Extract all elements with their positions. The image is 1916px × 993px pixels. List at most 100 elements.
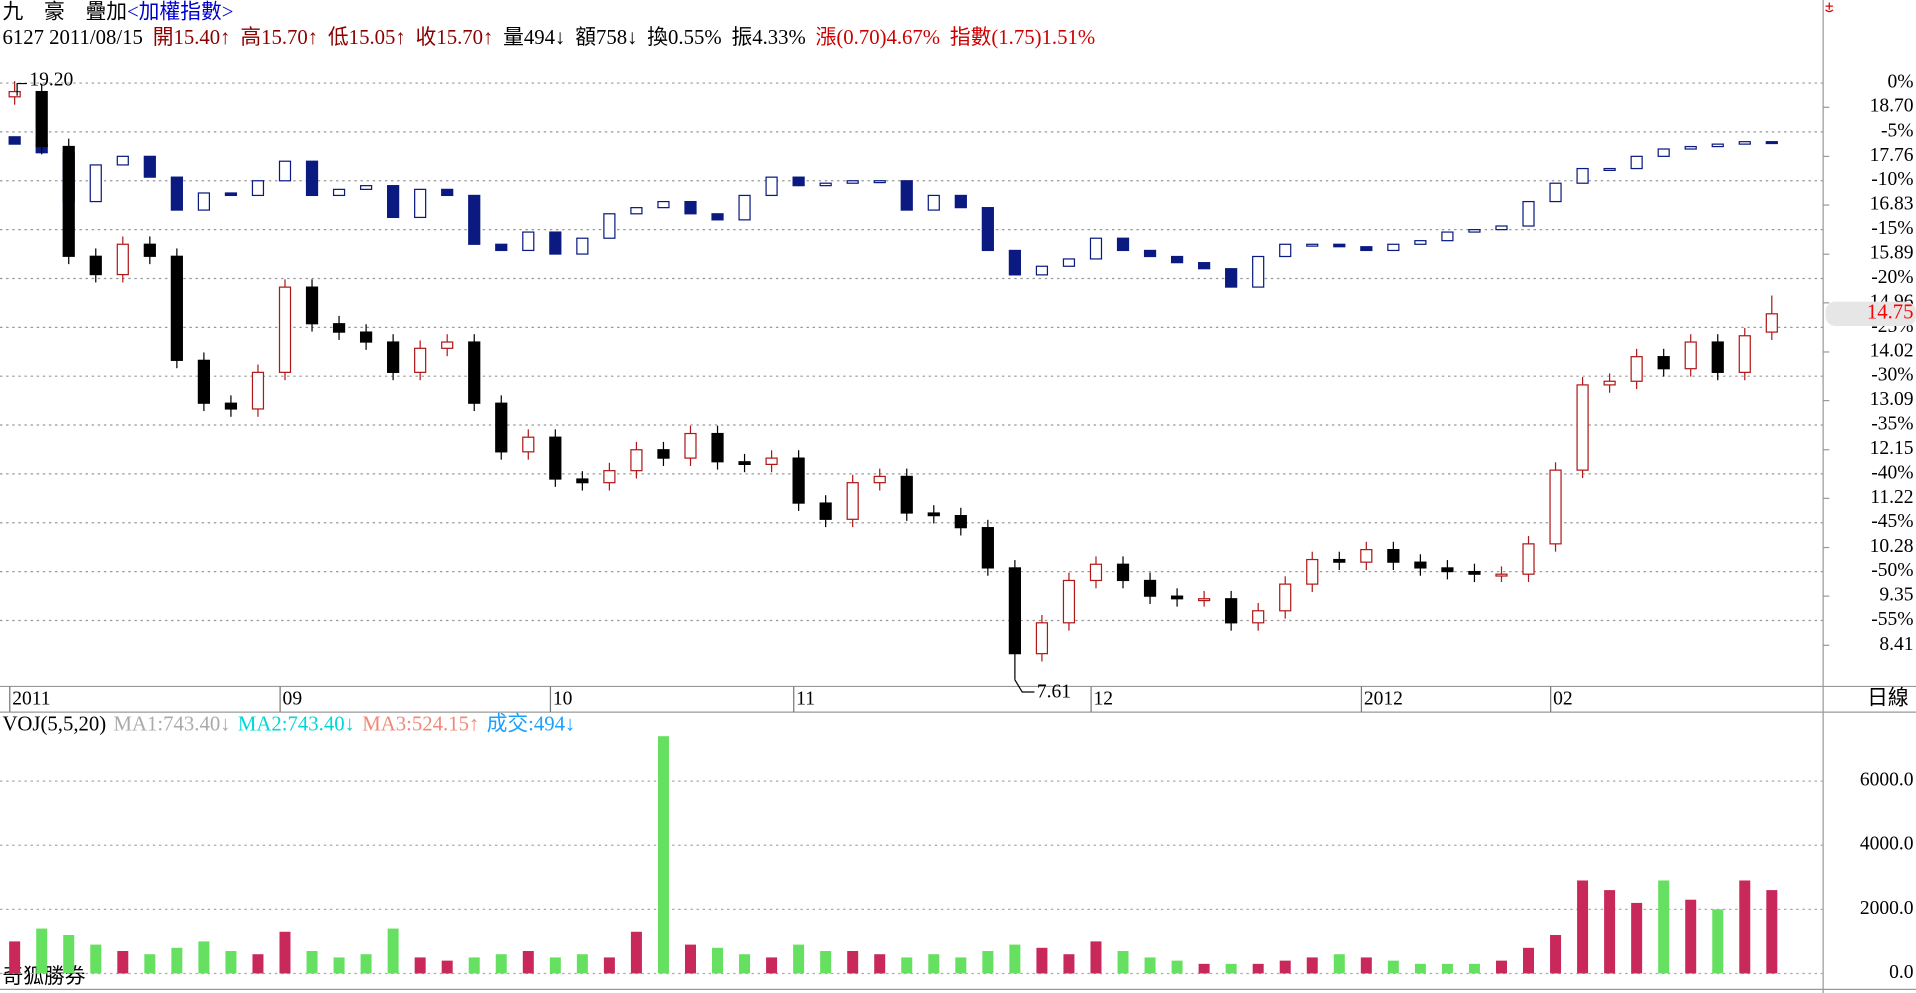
index-candle [603, 213, 616, 239]
candle-body [8, 90, 21, 98]
y-tick-label: 11.22 [1870, 487, 1913, 508]
index-candle [792, 176, 805, 187]
candle-body [251, 371, 265, 410]
y2-tick-label: -40% [1871, 462, 1913, 483]
volume-bar [1441, 963, 1453, 974]
volume-bar [522, 951, 534, 974]
y2-tick-label: -15% [1871, 218, 1913, 239]
volume-title-item: MA3:524.15↑ [362, 713, 479, 735]
volume-tick-label: 6000.0 [1860, 770, 1914, 791]
index-candle [1738, 141, 1751, 145]
index-candle [1576, 167, 1589, 184]
candle-body [35, 90, 48, 148]
index-candle [1549, 182, 1562, 203]
quote-item: 振4.33% [731, 26, 805, 49]
volume-bar [1685, 899, 1697, 974]
volume-bar [306, 951, 318, 974]
index-candle [1306, 243, 1319, 247]
index-candle [332, 188, 346, 197]
index-candle [224, 192, 238, 197]
volume-bar [603, 957, 615, 974]
index-candle [657, 200, 670, 209]
candle-body [1711, 341, 1724, 373]
x-tick-label: 12 [1094, 688, 1114, 709]
candle-body [1522, 543, 1535, 575]
volume-bar [1577, 880, 1589, 974]
index-candle [1414, 240, 1427, 245]
last-price-label: 14.75 [1867, 302, 1914, 324]
candle-body [359, 331, 373, 343]
volume-bar [1495, 960, 1507, 974]
index-candle [387, 185, 400, 219]
index-candle [278, 160, 292, 182]
candle-body [1116, 563, 1130, 582]
volume-bar [198, 941, 210, 974]
volume-bar [684, 944, 696, 974]
volume-bar [9, 941, 21, 974]
candle-body [1143, 579, 1157, 597]
y-tick-label: 14.02 [1870, 340, 1914, 361]
candle-body [89, 255, 102, 276]
candle-body [1008, 567, 1021, 655]
volume-bar [1198, 963, 1210, 974]
index-candle [1170, 255, 1184, 264]
candle-body [1576, 384, 1589, 471]
volume-bar [1063, 954, 1075, 974]
candle-body [1738, 335, 1751, 373]
volume-bar [1252, 963, 1264, 974]
candle-body [1441, 567, 1454, 573]
volume-bar [576, 954, 588, 974]
candle-body [684, 432, 697, 459]
index-candle [1468, 229, 1481, 233]
candle-body [1495, 573, 1508, 577]
volume-bar [468, 957, 480, 974]
index-candle [549, 231, 562, 255]
candle-body [278, 286, 292, 373]
candle-body [387, 341, 400, 373]
volume-bar [820, 951, 832, 974]
last-price-box [1825, 301, 1916, 327]
candle-body [1035, 622, 1049, 655]
candle-body [1387, 548, 1400, 563]
volume-bar [928, 954, 940, 974]
index-candle [1603, 167, 1616, 171]
y-tick-label: 8.41 [1879, 634, 1913, 655]
index-candle [170, 176, 183, 211]
candle-body [549, 436, 562, 480]
candle-body [1170, 595, 1184, 600]
volume-bar [1279, 960, 1291, 974]
candle-body [224, 402, 238, 410]
stock-name: 九 豪 疊加 [2, 0, 127, 23]
volume-bar [252, 954, 264, 974]
index-candle [1008, 249, 1021, 276]
volume-tick-label: 0.0 [1889, 962, 1914, 983]
volume-bar [1009, 944, 1021, 974]
candle-body [1062, 579, 1076, 624]
volume-bar [1414, 963, 1426, 974]
quote-item: 收15.70↑ [416, 26, 494, 49]
candle-body [900, 475, 913, 514]
anchor-icon[interactable] [1825, 2, 1834, 13]
candle-body [468, 341, 481, 404]
y2-tick-label: -20% [1871, 267, 1913, 288]
y2-tick-label: -10% [1871, 169, 1913, 190]
volume-bar [955, 957, 967, 974]
index-candle [1089, 237, 1103, 260]
volume-bar [549, 957, 561, 974]
index-candle [1765, 141, 1778, 145]
index-candle [1198, 262, 1211, 270]
volume-bar [1766, 890, 1778, 974]
y-tick-label: 10.28 [1870, 536, 1914, 557]
index-candle [819, 182, 832, 187]
volume-bar [1090, 941, 1102, 974]
index-candle [684, 200, 697, 215]
candle-body [576, 478, 589, 484]
index-candle [495, 243, 508, 252]
candle-body [1252, 610, 1265, 624]
index-candle [738, 194, 751, 221]
index-candle [981, 207, 994, 252]
quote-item: 指數(1.75)1.51% [950, 26, 1095, 49]
index-candle [468, 194, 481, 245]
index-candle [1116, 237, 1130, 252]
volume-bar [1468, 963, 1480, 974]
